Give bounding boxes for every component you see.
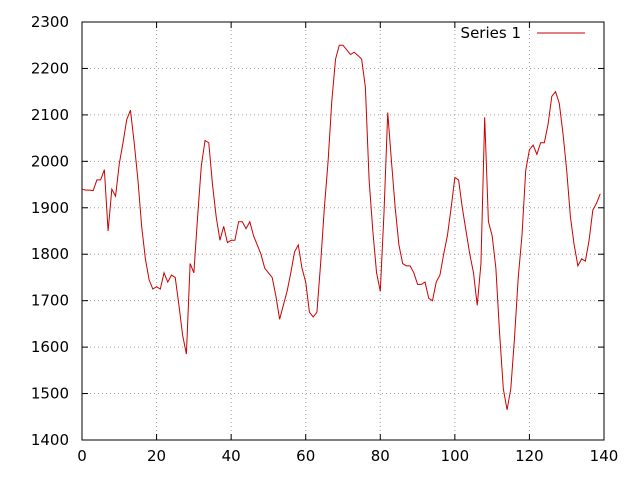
x-tick-label: 80 — [371, 447, 390, 465]
x-tick-label: 120 — [515, 447, 544, 465]
x-tick-label: 40 — [222, 447, 241, 465]
x-tick-label: 60 — [296, 447, 315, 465]
x-tick-label: 100 — [441, 447, 470, 465]
grid — [82, 22, 604, 440]
y-tick-label: 1800 — [31, 245, 69, 263]
series-layer — [81, 44, 601, 410]
x-tick-label: 20 — [147, 447, 166, 465]
y-tick-label: 1900 — [31, 199, 69, 217]
y-tick-label: 1700 — [31, 292, 69, 310]
y-tick-label: 2100 — [31, 106, 69, 124]
y-tick-label: 1500 — [31, 385, 69, 403]
legend-label: Series 1 — [461, 24, 521, 42]
x-tick-label: 140 — [590, 447, 619, 465]
y-tick-label: 1400 — [31, 431, 69, 449]
y-tick-label: 2000 — [31, 152, 69, 170]
legend: Series 1 — [461, 24, 585, 42]
plot-frame — [81, 21, 605, 441]
x-tick-label: 0 — [77, 447, 87, 465]
y-tick-label: 2300 — [31, 13, 69, 31]
axes: 0 20 40 60 80 100 120 140 1400 1500 1600 1700 1800 19… — [31, 13, 619, 465]
y-tick-label: 2200 — [31, 59, 69, 77]
y-tick-label: 1600 — [31, 338, 69, 356]
series-line-1 — [81, 44, 601, 410]
